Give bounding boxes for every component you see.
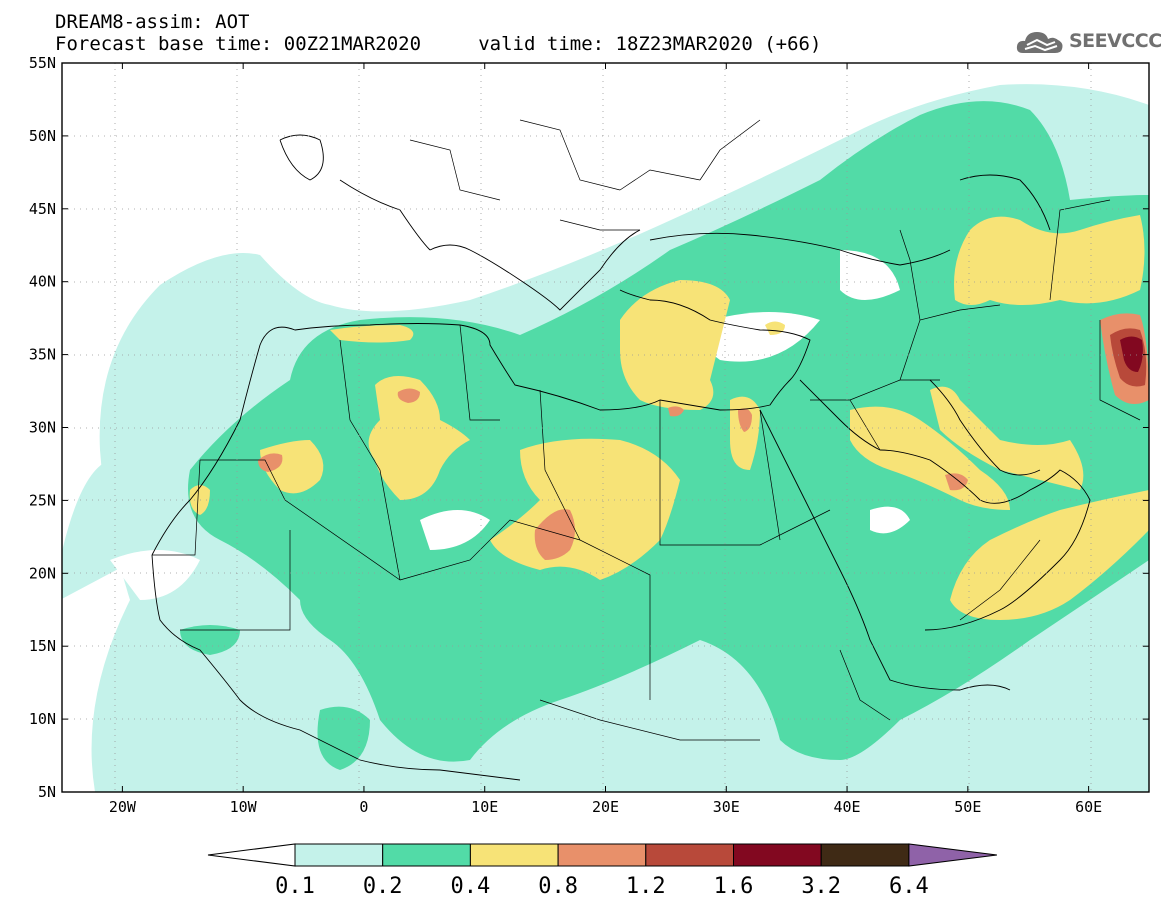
- latitude-label: 50N: [29, 127, 56, 145]
- longitude-label: 20W: [109, 798, 137, 816]
- longitude-label: 20E: [592, 798, 619, 816]
- colorbar-label: 3.2: [801, 874, 841, 899]
- map-title: DREAM8-assim: AOT: [55, 11, 250, 33]
- colorbar-over-arrow: [908, 843, 997, 867]
- coastlines: [151, 134, 1091, 781]
- colorbar-box: [557, 843, 647, 867]
- cloud-icon: [1016, 32, 1063, 53]
- longitude-label: 0: [359, 798, 368, 816]
- logo-text: SEEVCCC: [1069, 30, 1162, 52]
- longitude-label: 30E: [713, 798, 740, 816]
- aot-field: [62, 63, 1149, 792]
- latitude-label: 20N: [29, 564, 56, 582]
- latitude-labels: 55N 50N 45N 40N 35N 30N 25N 20N 15N 10N 5N: [29, 54, 56, 801]
- colorbar-label: 0.4: [451, 874, 491, 899]
- colorbar-box: [820, 843, 910, 867]
- latitude-label: 10N: [29, 710, 56, 728]
- colorbar-label: 0.2: [363, 874, 403, 899]
- longitude-label: 40E: [834, 798, 861, 816]
- longitude-label: 10E: [471, 798, 498, 816]
- aot-band-0-2: [180, 101, 1149, 770]
- latitude-label: 35N: [29, 346, 56, 364]
- latitude-label: 45N: [29, 200, 56, 218]
- latitude-label: 25N: [29, 491, 56, 509]
- latitude-label: 30N: [29, 419, 56, 437]
- colorbar-label: 0.8: [538, 874, 578, 899]
- longitude-label: 50E: [954, 798, 981, 816]
- latitude-label: 40N: [29, 273, 56, 291]
- forecast-times: Forecast base time: 00Z21MAR2020 valid t…: [55, 33, 822, 55]
- colorbar-box: [469, 843, 559, 867]
- colorbar-label: 6.4: [889, 874, 929, 899]
- longitude-labels: 20W 10W 0 10E 20E 30E 40E 50E 60E: [109, 798, 1102, 816]
- longitude-label: 60E: [1075, 798, 1102, 816]
- aot-band-1-6: [1120, 336, 1143, 372]
- colorbar-label: 0.1: [275, 874, 315, 899]
- latitude-label: 5N: [38, 783, 56, 801]
- colorbar-label: 1.2: [626, 874, 666, 899]
- colorbar-box: [294, 843, 384, 867]
- colorbar-box: [382, 843, 471, 867]
- colorbar-label: 1.6: [714, 874, 754, 899]
- colorbar-box: [645, 843, 734, 867]
- colorbar-box: [733, 843, 822, 867]
- latitude-label: 15N: [29, 637, 56, 655]
- colorbar-under-arrow: [207, 843, 296, 867]
- country-borders: [152, 119, 1141, 741]
- seevccc-logo: SEEVCCC: [1015, 26, 1162, 56]
- longitude-label: 10W: [230, 798, 258, 816]
- latitude-label: 55N: [29, 54, 56, 72]
- axis-ticks: [62, 62, 1149, 793]
